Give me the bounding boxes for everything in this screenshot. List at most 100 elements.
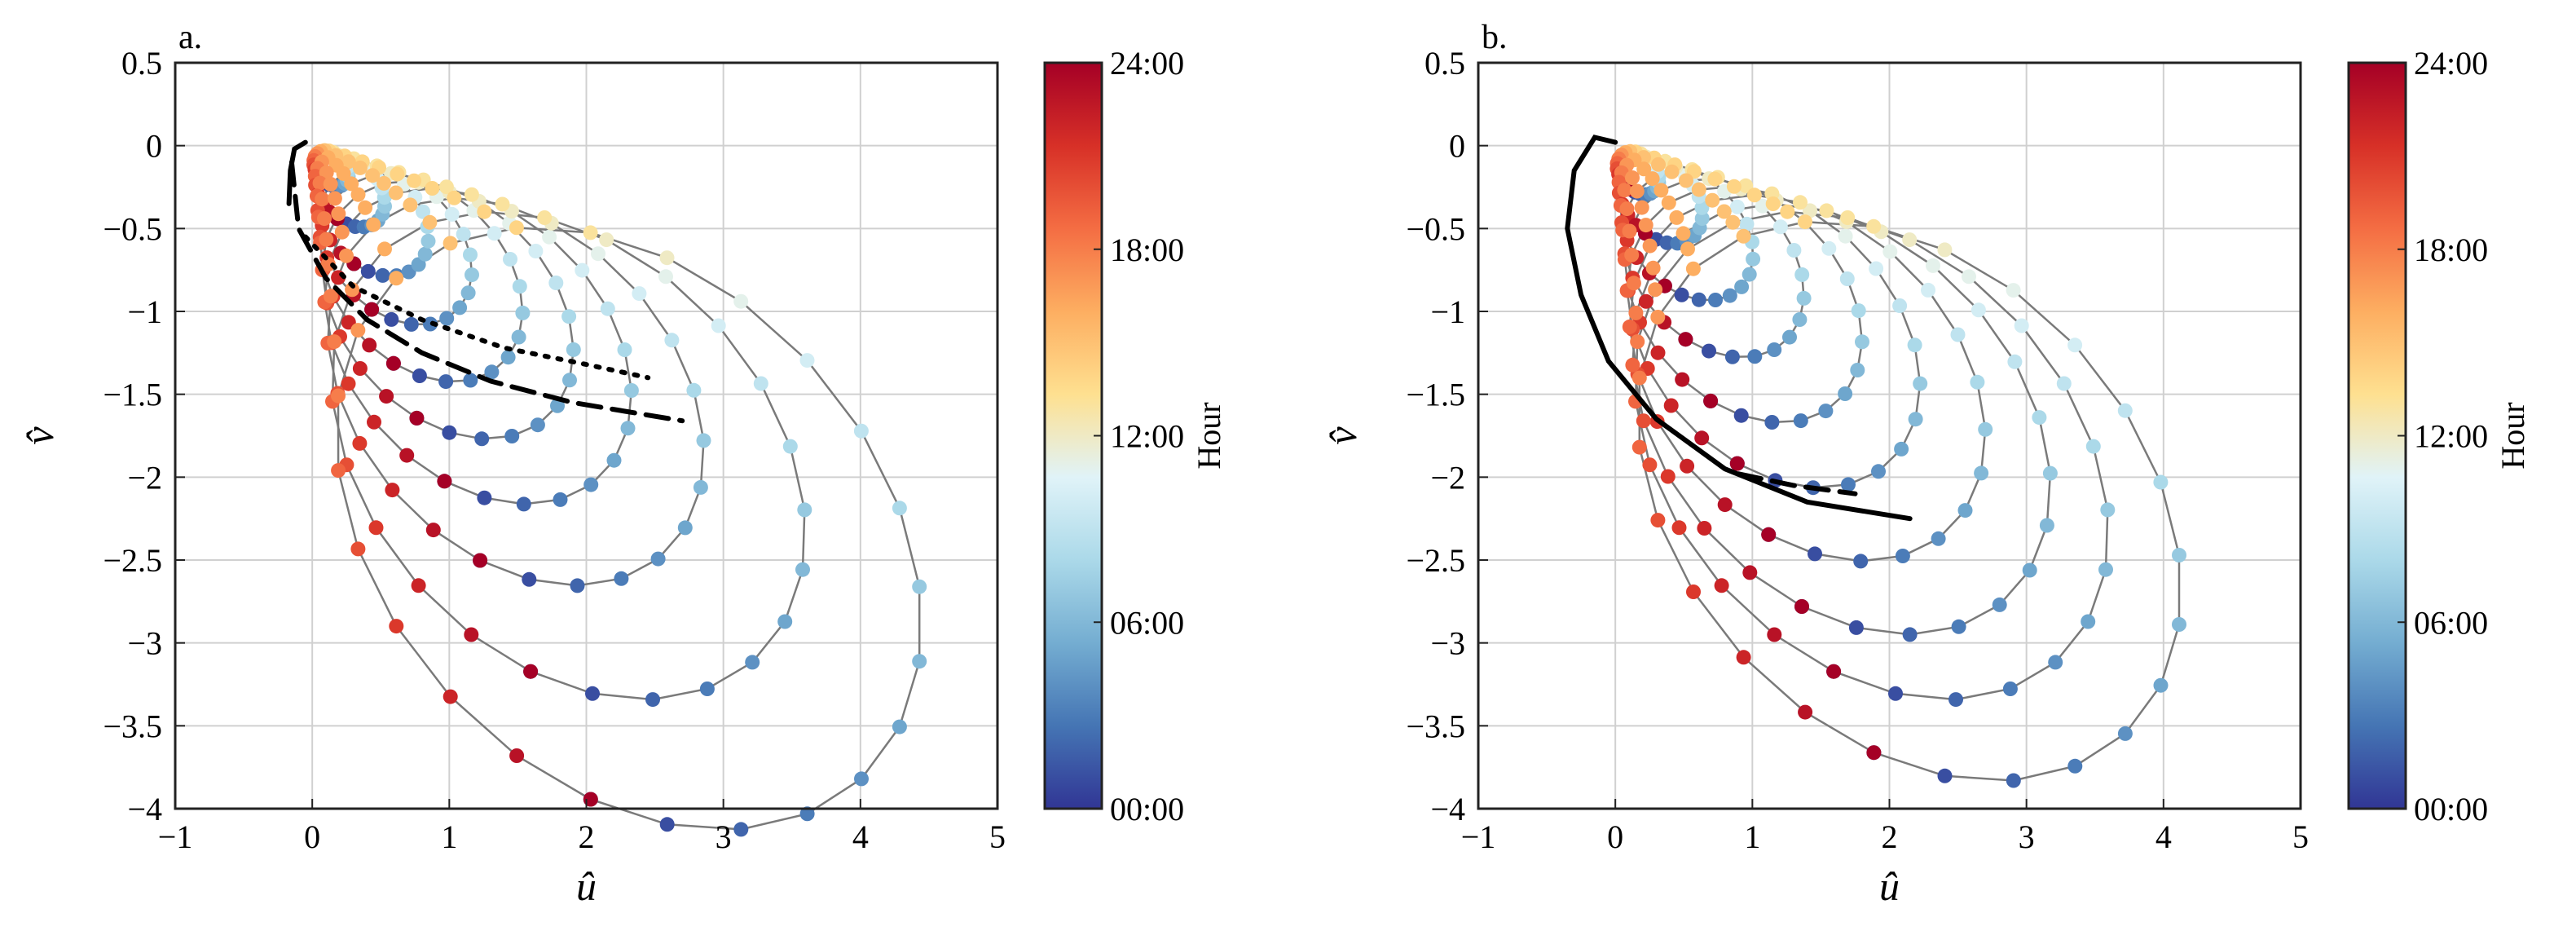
hour-point: [1782, 329, 1797, 345]
hour-point: [1622, 223, 1637, 239]
hodograph-series-b: [1609, 143, 2186, 788]
x-tick-label: 3: [2019, 818, 2035, 855]
x-tick-label: 5: [2292, 818, 2309, 855]
hour-point: [1722, 288, 1737, 303]
hour-point: [417, 246, 433, 262]
hour-point: [319, 165, 334, 180]
hour-point: [1892, 298, 1908, 313]
fit-lines-a: [286, 139, 685, 424]
hour-point: [912, 654, 927, 669]
hour-point: [1931, 531, 1946, 546]
hour-point: [733, 822, 749, 837]
y-tick-label: −3: [127, 625, 162, 662]
hour-point: [362, 337, 377, 353]
hour-point: [1792, 312, 1808, 327]
fit-line-solid: [1565, 135, 1913, 522]
hour-point: [548, 276, 564, 290]
hour-point: [352, 361, 368, 376]
hour-point: [1761, 527, 1777, 542]
hour-point: [2006, 283, 2021, 298]
hour-point: [365, 168, 381, 183]
hour-point: [465, 267, 479, 283]
y-tick-label: −1.5: [1406, 377, 1465, 413]
hour-point: [1871, 464, 1886, 479]
x-tick-label: 1: [441, 818, 457, 855]
hour-point: [677, 520, 693, 536]
hour-point: [645, 692, 660, 708]
hour-point: [358, 200, 373, 215]
hour-point: [411, 578, 426, 593]
hour-point: [583, 225, 598, 240]
hour-point: [512, 279, 527, 294]
hour-point: [1853, 554, 1869, 569]
hour-point: [388, 185, 403, 201]
hour-point: [1636, 413, 1651, 429]
hour-point: [1921, 282, 1935, 298]
hour-point: [2039, 518, 2054, 533]
hour-point: [1767, 627, 1782, 642]
colorbar-tick-label: 06:00: [2414, 604, 2488, 641]
hour-point: [1738, 178, 1754, 193]
hour-point: [1631, 370, 1647, 386]
fit-line-dashed: [1736, 471, 1858, 496]
colorbar-gradient-b: [2347, 61, 2407, 810]
hour-point: [1819, 203, 1834, 218]
hour-point: [312, 175, 328, 191]
hour-point: [1708, 293, 1723, 307]
hour-point: [509, 748, 525, 763]
hour-point: [686, 382, 702, 398]
y-tick-label: 0.5: [1425, 45, 1465, 82]
x-tick-label: 4: [852, 818, 869, 855]
hour-point: [530, 417, 545, 433]
hour-point: [341, 376, 356, 391]
hour-point: [1926, 258, 1940, 273]
hour-point: [1680, 458, 1695, 474]
x-tick-label: 5: [989, 818, 1006, 855]
hour-point: [477, 204, 492, 219]
colorbar-gradient-a: [1043, 61, 1103, 810]
hour-point: [389, 619, 404, 634]
hour-point: [1951, 619, 1966, 634]
colorbar-label-a: Hour: [1191, 402, 1227, 469]
hour-point: [585, 686, 600, 701]
hour-point: [1736, 228, 1751, 244]
hour-point: [1642, 238, 1658, 254]
hour-point: [368, 520, 384, 536]
hour-point: [515, 305, 531, 320]
x-tick-label: 0: [1607, 818, 1623, 855]
hour-point: [444, 206, 460, 222]
hour-point: [1840, 210, 1856, 225]
hour-point: [385, 355, 401, 371]
x-tick-label: −1: [1461, 818, 1496, 855]
panel-b: −1 0 1 2 3 4 5 0.5 0 −0.5 −1 −1.5 −2 −2.5 −3 −3.5 −4 b.…: [1319, 19, 2309, 909]
y-tick-label: −4: [127, 791, 162, 827]
hour-point: [464, 627, 479, 642]
fit-lines-b: [1565, 135, 1913, 522]
x-tick-label: 1: [1744, 818, 1760, 855]
hour-point: [1937, 768, 1953, 783]
hour-point: [1725, 214, 1741, 230]
hour-point: [331, 206, 346, 222]
hour-point: [379, 389, 394, 404]
hour-point: [323, 289, 338, 304]
hour-point: [799, 806, 815, 822]
y-tick-label: −1: [127, 293, 162, 330]
hour-point: [1894, 441, 1909, 457]
hour-point: [1630, 334, 1645, 350]
hour-point: [422, 214, 438, 230]
hour-point: [1839, 271, 1855, 286]
hour-point: [693, 479, 708, 495]
x-ticks-b: −1 0 1 2 3 4 5: [1461, 799, 2309, 855]
hour-point: [2002, 682, 2018, 696]
hour-point: [442, 425, 457, 440]
colorbar-tick-label: 12:00: [2414, 418, 2488, 455]
hour-point: [460, 285, 476, 301]
hour-point: [617, 342, 632, 357]
colorbar-tick-label: 00:00: [1110, 791, 1184, 827]
hour-point: [892, 719, 907, 734]
hour-point: [437, 474, 452, 489]
hour-point: [425, 523, 441, 538]
hour-point: [583, 477, 599, 492]
hour-point: [854, 771, 869, 787]
hour-point: [1970, 374, 1985, 390]
